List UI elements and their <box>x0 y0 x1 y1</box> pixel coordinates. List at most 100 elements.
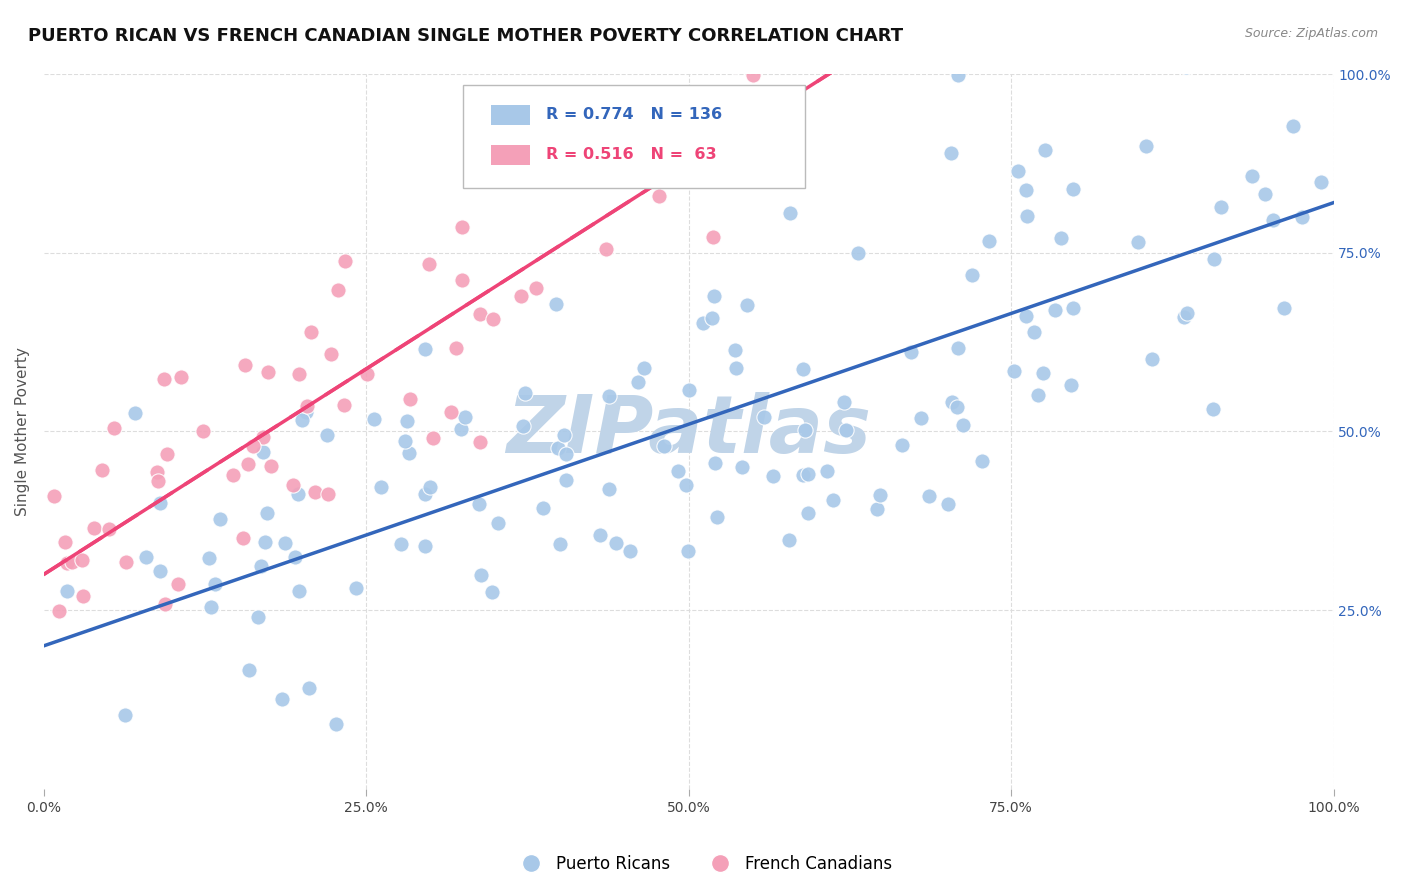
Point <box>242 439 264 453</box>
Point <box>335 253 357 268</box>
Point <box>481 585 503 599</box>
Point <box>695 125 717 139</box>
Point <box>470 307 492 321</box>
Point <box>114 708 136 723</box>
Point <box>792 362 814 376</box>
Point <box>1126 235 1149 249</box>
Point <box>652 439 675 453</box>
Y-axis label: Single Mother Poverty: Single Mother Poverty <box>15 347 30 516</box>
Point <box>1062 301 1084 316</box>
Point <box>450 422 472 436</box>
Point <box>724 343 747 357</box>
Point <box>153 597 176 611</box>
Point <box>1240 169 1263 183</box>
Text: ZIPatlas: ZIPatlas <box>506 392 872 470</box>
Point <box>238 663 260 677</box>
Point <box>56 584 79 599</box>
Point <box>1261 213 1284 227</box>
Point <box>730 460 752 475</box>
Point <box>304 484 326 499</box>
Point <box>153 372 176 386</box>
Point <box>315 427 337 442</box>
Point <box>797 467 820 481</box>
Point <box>451 220 474 235</box>
Point <box>135 549 157 564</box>
Point <box>1140 352 1163 367</box>
Point <box>598 483 620 497</box>
Point <box>821 492 844 507</box>
Point <box>1278 55 1301 70</box>
Point <box>395 414 418 428</box>
Point <box>274 536 297 550</box>
Point <box>70 553 93 567</box>
Point <box>156 447 179 461</box>
Point <box>972 453 994 467</box>
Point <box>333 398 356 412</box>
Point <box>728 103 751 118</box>
Point <box>702 229 724 244</box>
Point <box>946 400 969 414</box>
Point <box>325 716 347 731</box>
Text: PUERTO RICAN VS FRENCH CANADIAN SINGLE MOTHER POVERTY CORRELATION CHART: PUERTO RICAN VS FRENCH CANADIAN SINGLE M… <box>28 27 903 45</box>
Point <box>1035 143 1057 157</box>
Point <box>941 394 963 409</box>
Point <box>1032 367 1054 381</box>
Point <box>204 577 226 591</box>
Text: R = 0.516   N =  63: R = 0.516 N = 63 <box>546 147 716 162</box>
Point <box>252 444 274 458</box>
Point <box>394 434 416 449</box>
Point <box>815 464 838 478</box>
Point <box>294 405 316 419</box>
Point <box>149 565 172 579</box>
Point <box>706 510 728 524</box>
Point <box>834 394 856 409</box>
Point <box>1254 187 1277 202</box>
Point <box>444 341 467 355</box>
Point <box>398 446 420 460</box>
Point <box>855 31 877 45</box>
Point <box>678 384 700 398</box>
Point <box>1291 211 1313 225</box>
Point <box>619 544 641 558</box>
Point <box>256 365 278 379</box>
Text: R = 0.774   N = 136: R = 0.774 N = 136 <box>546 107 721 122</box>
Point <box>1004 364 1026 378</box>
Point <box>344 582 367 596</box>
Point <box>295 399 318 413</box>
Point <box>647 189 669 203</box>
Point <box>316 487 339 501</box>
Point <box>548 537 571 551</box>
Point <box>1175 306 1198 320</box>
Point <box>578 145 600 159</box>
Point <box>370 480 392 494</box>
Point <box>742 36 765 50</box>
Point <box>198 550 221 565</box>
Text: Source: ZipAtlas.com: Source: ZipAtlas.com <box>1244 27 1378 40</box>
Point <box>450 273 472 287</box>
Point <box>869 488 891 502</box>
Point <box>939 146 962 161</box>
Point <box>413 539 436 553</box>
Point <box>778 533 800 547</box>
Point <box>270 692 292 706</box>
Point <box>666 464 689 478</box>
Point <box>422 431 444 445</box>
Point <box>524 281 547 295</box>
Point <box>287 367 309 381</box>
Point <box>389 537 412 551</box>
Point <box>1173 310 1195 324</box>
Point <box>1015 309 1038 323</box>
Point <box>724 59 747 73</box>
Point <box>440 404 463 418</box>
Point <box>1049 31 1071 45</box>
Point <box>115 556 138 570</box>
Point <box>1174 60 1197 74</box>
Point <box>515 385 537 400</box>
Point <box>962 268 984 283</box>
Point <box>724 360 747 375</box>
Point <box>918 489 941 503</box>
Point <box>298 681 321 695</box>
Point <box>627 376 650 390</box>
Point <box>470 567 492 582</box>
Point <box>253 534 276 549</box>
